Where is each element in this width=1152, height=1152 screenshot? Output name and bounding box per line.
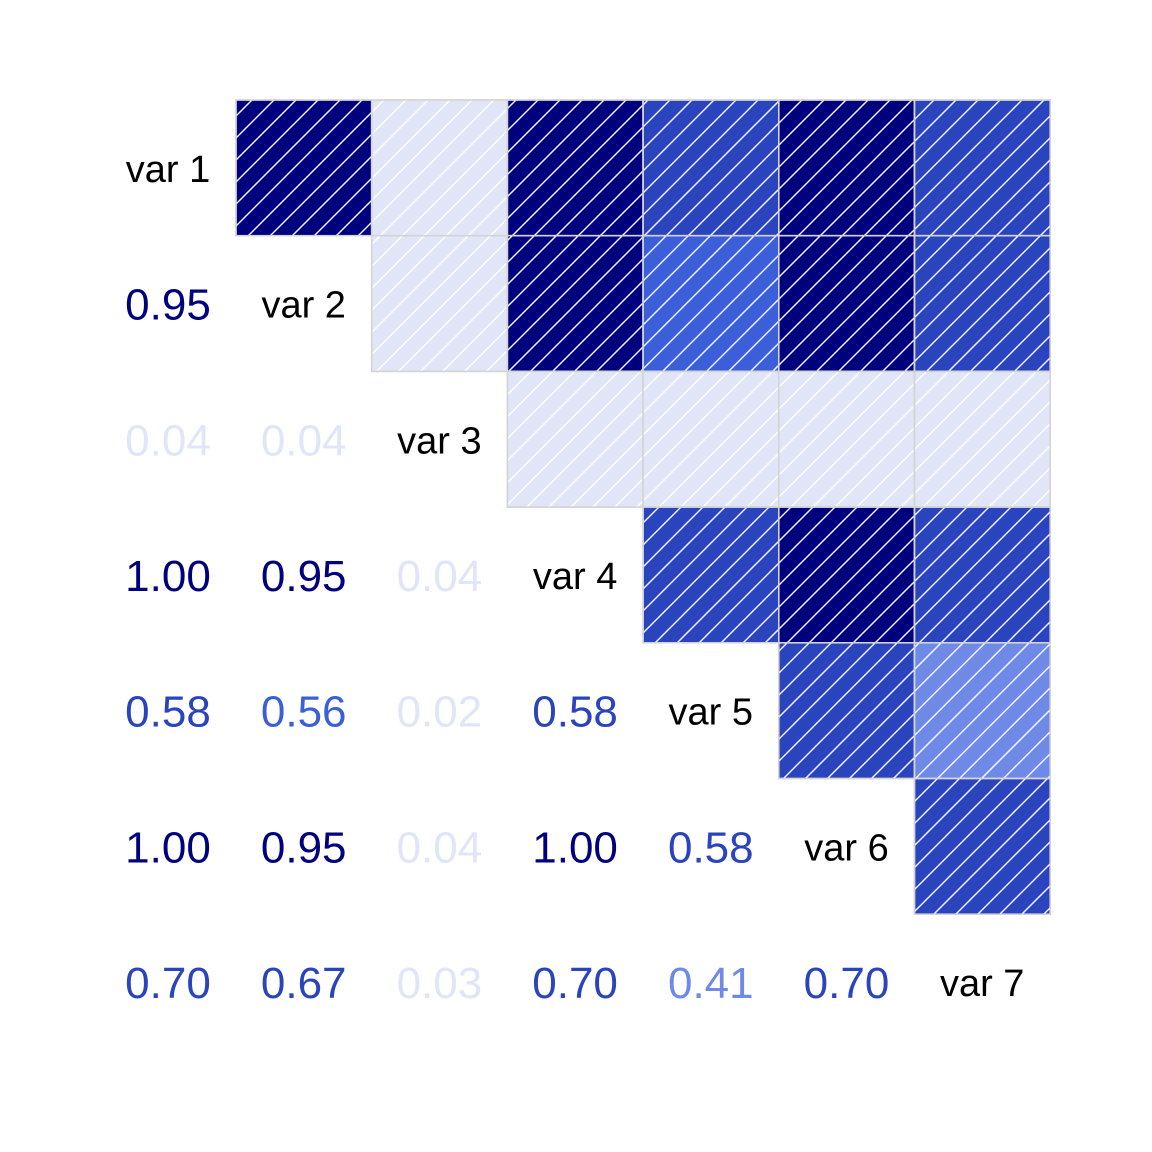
variable-label: var 7 [940,963,1024,1005]
correlation-value-label: 0.70 [125,959,211,1008]
heatmap-cell-hatch [913,99,1051,237]
heatmap-cell-hatch [506,234,644,373]
correlation-value-label: 0.02 [397,688,483,737]
correlation-value-label: 0.56 [261,688,347,737]
variable-label: var 1 [126,149,210,191]
heatmap-cell-hatch [642,370,780,508]
heatmap-cell-hatch [913,234,1051,373]
correlation-labels: 0.95 0.04 0.04 1.00 0.95 0.04 0.58 0.56 0.02 0.58… [125,281,889,1009]
heatmap-cell-hatch [778,506,916,644]
correlation-value-label: 0.04 [261,416,347,465]
heatmap-cell-hatch [913,370,1051,508]
heatmap-cell-hatch [778,234,916,373]
heatmap-cell [913,234,1051,373]
heatmap-cell [913,642,1051,780]
heatmap-cell-hatch [506,370,644,508]
correlation-value-label: 1.00 [532,823,618,872]
heatmap-cell-hatch [642,506,780,644]
heatmap-cell-hatch [913,506,1051,644]
correlation-value-label: 0.70 [532,959,618,1008]
heatmap-cell [913,99,1051,237]
heatmap-cell [235,99,373,237]
variable-label: var 6 [804,827,888,869]
heatmap-cell [506,370,644,508]
variable-label: var 3 [397,420,481,462]
heatmap-cell [506,99,644,237]
heatmap-cell-hatch [778,642,916,780]
variable-label: var 2 [261,285,345,327]
correlation-value-label: 1.00 [125,552,211,601]
heatmap-cell [506,234,644,373]
heatmap-cell [778,370,916,508]
correlation-value-label: 0.04 [397,823,483,872]
variable-labels: var 1 var 2 var 3 var 4 var 5 var 6 var 7 [126,149,1025,1005]
correlation-value-label: 0.95 [125,281,211,330]
variable-label: var 5 [669,692,753,734]
correlation-value-label: 0.58 [668,823,754,872]
heatmap-cell [778,506,916,644]
heatmap-cell [370,99,509,237]
heatmap-cell-hatch [913,642,1051,780]
correlation-value-label: 0.95 [261,823,347,872]
heatmap-cell-hatch [642,234,780,373]
heatmap-cell [913,506,1051,644]
heatmap-cell [778,234,916,373]
heatmap-cell [778,642,916,780]
heatmap-cell-hatch [913,777,1051,915]
heatmap-cells [235,99,1051,915]
heatmap-cell [778,99,916,237]
correlation-value-label: 0.03 [397,959,483,1008]
heatmap-cell-hatch [370,234,509,373]
correlation-value-label: 0.70 [804,959,890,1008]
correlation-value-label: 0.04 [125,416,211,465]
correlation-value-label: 0.58 [532,688,618,737]
heatmap-cell [642,506,780,644]
heatmap-cell-hatch [506,99,644,237]
correlation-value-label: 0.04 [397,552,483,601]
heatmap-cell [913,777,1051,915]
heatmap-cell [642,234,780,373]
heatmap-cell-hatch [778,370,916,508]
heatmap-cell-hatch [642,99,780,237]
correlation-value-label: 0.41 [668,959,754,1008]
correlation-value-label: 1.00 [125,823,211,872]
correlation-value-label: 0.58 [125,688,211,737]
variable-label: var 4 [533,556,617,598]
heatmap-cell [642,99,780,237]
correlation-value-label: 0.67 [261,959,347,1008]
heatmap-cell [642,370,780,508]
heatmap-cell-hatch [778,99,916,237]
heatmap-cell-hatch [370,99,509,237]
heatmap-cell [913,370,1051,508]
heatmap-cell [370,234,509,373]
correlation-value-label: 0.95 [261,552,347,601]
heatmap-cell-hatch [235,99,373,237]
